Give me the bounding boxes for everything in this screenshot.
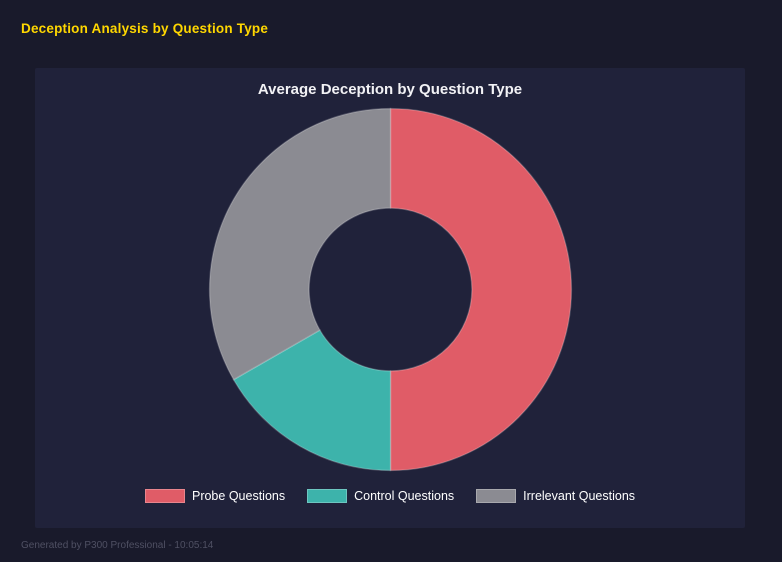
legend-swatch-irrelevant xyxy=(476,489,517,503)
chart-panel: Average Deception by Question Type Probe… xyxy=(35,68,745,528)
chart-legend: Probe Questions Control Questions Irrele… xyxy=(144,489,635,503)
footer-status-text: Generated by P300 Professional - 10:05:1… xyxy=(21,540,214,551)
donut-slice-control-questions xyxy=(232,329,391,472)
legend-swatch-control xyxy=(307,489,348,503)
donut-slice-irrelevant-questions xyxy=(208,107,391,381)
legend-item-irrelevant: Irrelevant Questions xyxy=(476,489,635,503)
donut-slice-probe-questions xyxy=(389,107,572,472)
legend-label-control: Control Questions xyxy=(354,489,455,503)
legend-label-irrelevant: Irrelevant Questions xyxy=(523,489,636,503)
legend-label-probe: Probe Questions xyxy=(191,489,286,503)
legend-item-control: Control Questions xyxy=(307,489,454,503)
legend-item-probe: Probe Questions xyxy=(144,489,286,503)
legend-swatch-probe xyxy=(144,489,185,503)
chart-title: Average Deception by Question Type xyxy=(257,81,523,98)
page-title: Deception Analysis by Question Type xyxy=(21,21,269,36)
donut-chart xyxy=(203,102,578,477)
donut-chart-svg xyxy=(208,107,572,472)
